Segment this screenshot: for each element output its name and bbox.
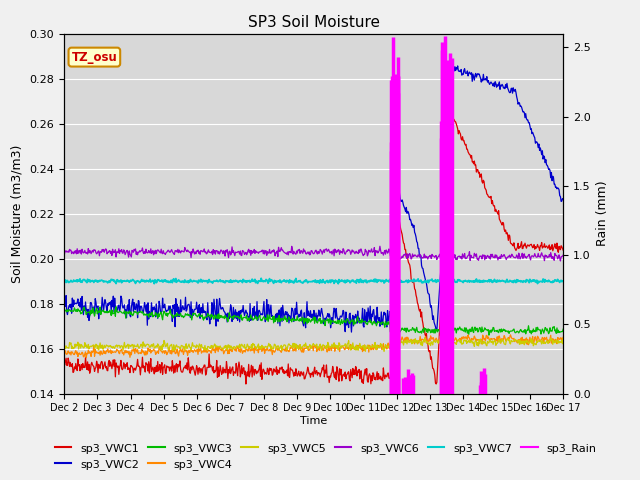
Y-axis label: Rain (mm): Rain (mm): [596, 181, 609, 246]
X-axis label: Time: Time: [300, 416, 327, 426]
Y-axis label: Soil Moisture (m3/m3): Soil Moisture (m3/m3): [11, 144, 24, 283]
Text: TZ_osu: TZ_osu: [72, 50, 117, 63]
Title: SP3 Soil Moisture: SP3 Soil Moisture: [248, 15, 380, 30]
Legend: sp3_VWC1, sp3_VWC2, sp3_VWC3, sp3_VWC4, sp3_VWC5, sp3_VWC6, sp3_VWC7, sp3_Rain: sp3_VWC1, sp3_VWC2, sp3_VWC3, sp3_VWC4, …: [51, 438, 601, 474]
